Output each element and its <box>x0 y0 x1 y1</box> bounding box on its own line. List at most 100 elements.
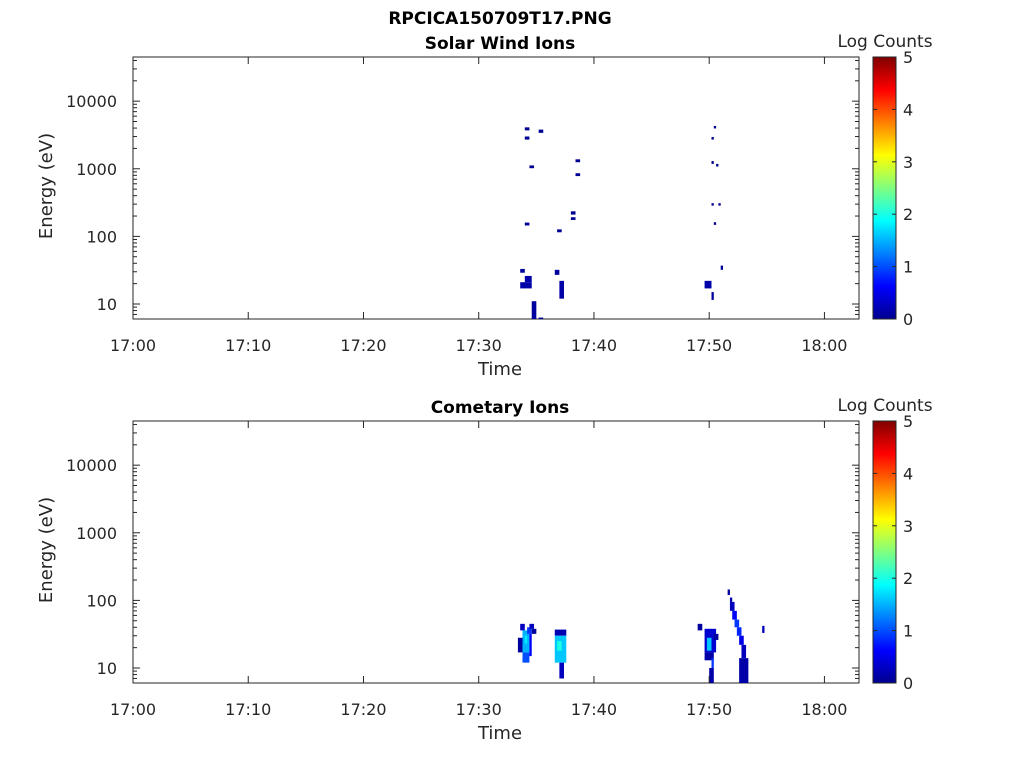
data-cell <box>711 161 714 164</box>
data-cell <box>711 658 714 668</box>
panel-title: Solar Wind Ions <box>425 34 576 54</box>
data-cell <box>741 644 747 659</box>
data-cell <box>527 627 532 634</box>
data-cell <box>522 652 530 663</box>
x-tick-label: 17:20 <box>340 336 386 355</box>
data-cell <box>570 217 576 220</box>
data-cell <box>732 610 737 620</box>
colorbar-tick-label: 5 <box>903 412 913 431</box>
y-tick-label: 10 <box>97 295 117 314</box>
data-cell <box>706 637 712 651</box>
colorbar-tick-label: 2 <box>903 569 913 588</box>
data-cell <box>575 173 581 177</box>
x-tick-label: 18:00 <box>801 336 847 355</box>
colorbar-tick-label: 1 <box>903 258 913 277</box>
y-tick-label: 10000 <box>66 92 117 111</box>
y-tick-label: 10 <box>97 659 117 678</box>
data-cell <box>711 292 714 300</box>
data-cell <box>529 623 535 629</box>
x-tick-label: 18:00 <box>801 700 847 719</box>
data-cell <box>720 265 724 270</box>
data-cell <box>524 127 530 131</box>
x-tick-label: 17:10 <box>225 336 271 355</box>
data-cell <box>697 623 703 631</box>
data-cell <box>711 137 714 140</box>
colorbar-tick-label: 5 <box>903 48 913 67</box>
data-cell <box>570 211 576 215</box>
data-cell <box>709 668 714 683</box>
data-cell <box>520 282 532 289</box>
data-cell <box>729 601 735 611</box>
data-cell <box>736 627 742 636</box>
x-tick-label: 17:50 <box>686 700 732 719</box>
data-cell <box>559 280 564 299</box>
plot-area <box>132 56 860 320</box>
data-cell <box>529 633 532 657</box>
data-cell <box>531 301 537 319</box>
y-tick-label: 100 <box>86 227 117 246</box>
colorbar <box>872 420 897 684</box>
data-cell <box>538 317 544 320</box>
x-tick-label: 17:20 <box>340 700 386 719</box>
data-cell <box>524 136 530 140</box>
colorbar-tick-label: 2 <box>903 205 913 224</box>
x-axis-label: Time <box>477 359 522 380</box>
data-cell <box>559 662 564 679</box>
panel-title: Cometary Ions <box>431 398 570 418</box>
y-tick-label: 1000 <box>76 160 117 179</box>
data-cell <box>734 619 740 628</box>
data-cell <box>557 229 562 233</box>
data-cell <box>554 629 567 636</box>
x-tick-label: 17:30 <box>456 336 502 355</box>
data-cell <box>739 635 744 645</box>
y-axis-label: Energy (eV) <box>36 497 57 603</box>
data-cell <box>727 589 730 596</box>
colorbar-tick-label: 4 <box>903 100 913 119</box>
y-tick-label: 1000 <box>76 524 117 543</box>
y-tick-label: 100 <box>86 591 117 610</box>
data-cell <box>704 652 714 661</box>
data-cell <box>713 125 717 129</box>
data-cell <box>718 203 721 206</box>
x-axis-label: Time <box>477 723 522 744</box>
data-cell <box>739 658 749 683</box>
data-cell <box>531 628 537 634</box>
data-cell <box>554 269 560 275</box>
data-cell <box>529 165 535 169</box>
colorbar <box>872 56 897 320</box>
plot-area <box>132 420 860 684</box>
data-cell <box>524 635 528 644</box>
data-cell <box>729 597 733 602</box>
x-tick-label: 17:40 <box>571 336 617 355</box>
data-cell <box>557 641 562 651</box>
data-cell <box>762 625 765 633</box>
data-cell <box>538 129 544 133</box>
x-tick-label: 17:00 <box>110 700 156 719</box>
x-tick-label: 17:10 <box>225 700 271 719</box>
data-cell <box>517 637 523 653</box>
data-cell <box>713 633 719 640</box>
y-tick-label: 10000 <box>66 456 117 475</box>
data-cell <box>716 163 719 167</box>
colorbar-tick-label: 4 <box>903 464 913 483</box>
colorbar-tick-label: 0 <box>903 310 913 329</box>
x-tick-label: 17:00 <box>110 336 156 355</box>
data-cell <box>520 623 525 631</box>
data-cell <box>704 280 712 289</box>
data-cell <box>575 159 581 163</box>
y-axis-label: Energy (eV) <box>36 133 57 239</box>
x-tick-label: 17:30 <box>456 700 502 719</box>
data-cell <box>524 275 532 283</box>
figure-title: RPCICA150709T17.PNG <box>388 9 611 29</box>
data-cell <box>711 203 714 206</box>
x-tick-label: 17:50 <box>686 336 732 355</box>
colorbar-label: Log Counts <box>837 396 932 416</box>
data-cell <box>520 268 525 273</box>
data-cell <box>524 222 530 226</box>
colorbar-tick-label: 3 <box>903 153 913 172</box>
x-tick-label: 17:40 <box>571 700 617 719</box>
colorbar-tick-label: 1 <box>903 622 913 641</box>
colorbar-tick-label: 0 <box>903 674 913 693</box>
